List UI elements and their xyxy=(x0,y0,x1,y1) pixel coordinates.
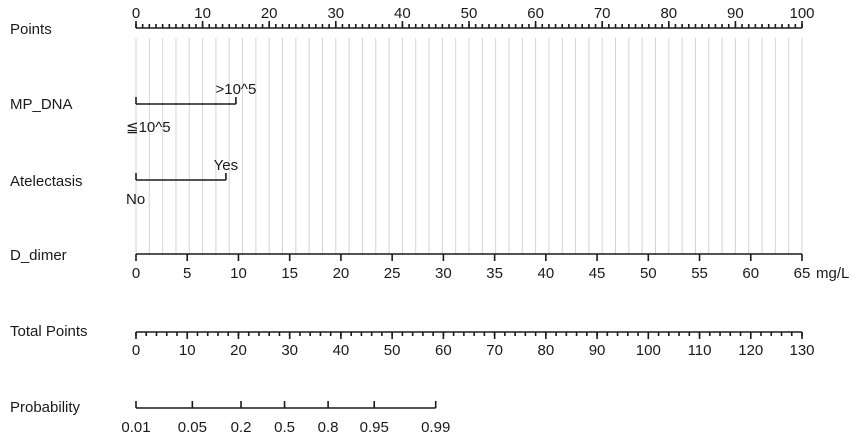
total-tick-label: 100 xyxy=(636,342,661,359)
mp-dna-category-label: ≦10^5 xyxy=(126,119,171,136)
d-dimer-tick-label: 25 xyxy=(384,265,401,282)
row-label-atelectasis: Atelectasis xyxy=(10,173,83,190)
d-dimer-tick-label: 65 xyxy=(794,265,811,282)
points-tick-label: 50 xyxy=(461,5,478,22)
total-tick-label: 90 xyxy=(589,342,606,359)
row-label-total: Total Points xyxy=(10,323,88,340)
probability-tick-label: 0.99 xyxy=(421,419,450,435)
row-label-points: Points xyxy=(10,21,52,38)
labels: Points MP_DNA Atelectasis D_dimer Total Poin… xyxy=(10,5,849,435)
d-dimer-tick-label: 10 xyxy=(230,265,247,282)
total-tick-label: 10 xyxy=(179,342,196,359)
total-tick-label: 80 xyxy=(538,342,555,359)
total-tick-label: 130 xyxy=(789,342,814,359)
points-tick-label: 0 xyxy=(132,5,140,22)
probability-tick-label: 0.01 xyxy=(121,419,150,435)
axes xyxy=(135,21,803,409)
total-tick-label: 60 xyxy=(435,342,452,359)
row-label-d-dimer: D_dimer xyxy=(10,247,67,264)
total-tick-label: 20 xyxy=(230,342,247,359)
points-tick-label: 80 xyxy=(660,5,677,22)
d-dimer-tick-label: 55 xyxy=(691,265,708,282)
total-tick-label: 110 xyxy=(688,342,712,359)
probability-tick-label: 0.5 xyxy=(274,419,295,435)
d-dimer-tick-label: 50 xyxy=(640,265,657,282)
d-dimer-tick-label: 15 xyxy=(281,265,298,282)
d-dimer-tick-label: 5 xyxy=(183,265,191,282)
probability-tick-label: 0.05 xyxy=(178,419,207,435)
probability-tick-label: 0.95 xyxy=(360,419,389,435)
total-tick-label: 0 xyxy=(132,342,140,359)
points-tick-label: 60 xyxy=(527,5,544,22)
d-dimer-tick-label: 35 xyxy=(486,265,503,282)
points-tick-label: 10 xyxy=(194,5,211,22)
total-tick-label: 70 xyxy=(486,342,503,359)
total-tick-label: 40 xyxy=(333,342,350,359)
points-tick-label: 20 xyxy=(261,5,278,22)
d-dimer-unit-label: mg/L xyxy=(816,265,849,282)
d-dimer-tick-label: 60 xyxy=(742,265,759,282)
row-label-mp-dna: MP_DNA xyxy=(10,96,73,113)
d-dimer-tick-label: 40 xyxy=(538,265,555,282)
grid-lines xyxy=(135,38,803,255)
probability-tick-label: 0.8 xyxy=(318,419,339,435)
row-label-prob: Probability xyxy=(10,399,81,416)
points-tick-label: 30 xyxy=(327,5,344,22)
points-tick-label: 70 xyxy=(594,5,611,22)
d-dimer-tick-label: 45 xyxy=(589,265,606,282)
mp-dna-category-label: >10^5 xyxy=(215,81,256,98)
points-tick-label: 40 xyxy=(394,5,411,22)
total-tick-label: 120 xyxy=(738,342,763,359)
points-tick-label: 100 xyxy=(789,5,814,22)
d-dimer-tick-label: 20 xyxy=(333,265,350,282)
atelectasis-category-label: No xyxy=(126,191,145,208)
points-tick-label: 90 xyxy=(727,5,744,22)
total-tick-label: 30 xyxy=(281,342,298,359)
atelectasis-category-label: Yes xyxy=(214,157,238,174)
d-dimer-tick-label: 30 xyxy=(435,265,452,282)
probability-tick-label: 0.2 xyxy=(231,419,252,435)
d-dimer-tick-label: 0 xyxy=(132,265,140,282)
total-tick-label: 50 xyxy=(384,342,401,359)
